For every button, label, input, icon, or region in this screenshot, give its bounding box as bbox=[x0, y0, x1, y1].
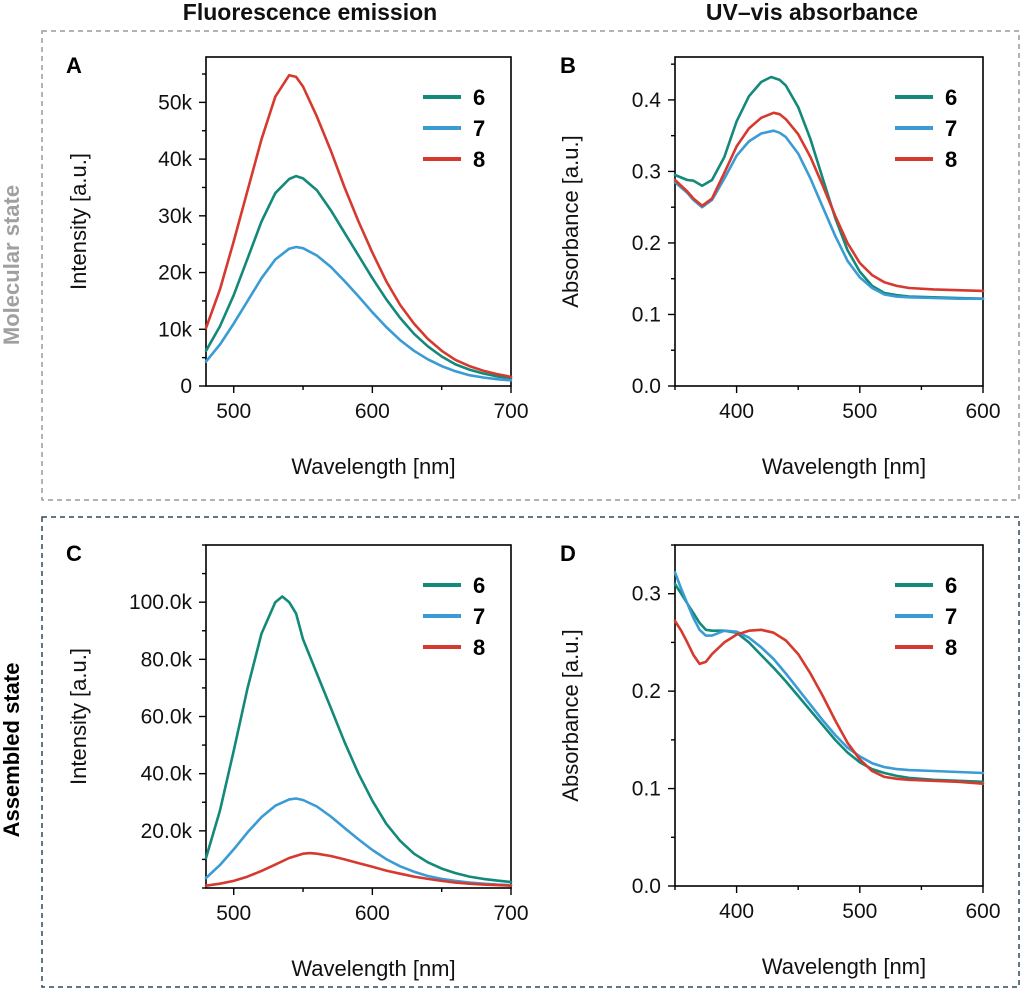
column-header-uvvis: UV–vis absorbance bbox=[706, 0, 918, 25]
plot-frame bbox=[205, 544, 512, 889]
series-line-8 bbox=[204, 851, 513, 888]
y-tick-label: 80.0k bbox=[141, 648, 193, 671]
y-axis-label: Intensity [a.u.] bbox=[66, 648, 91, 785]
y-tick-label: 0.0 bbox=[632, 875, 661, 898]
molecular-state-frame bbox=[41, 30, 1020, 501]
y-tick-label: 100.0k bbox=[129, 591, 193, 614]
legend-label-7: 7 bbox=[945, 116, 957, 141]
x-tick-label: 700 bbox=[493, 400, 528, 423]
x-tick-label: 400 bbox=[719, 900, 754, 923]
x-tick-label: 600 bbox=[965, 900, 1000, 923]
y-axis-label: Absorbance [a.u.] bbox=[558, 629, 583, 801]
y-tick-label: 10k bbox=[158, 318, 192, 341]
panel-label-d: D bbox=[560, 541, 576, 566]
x-tick-label: 500 bbox=[216, 400, 251, 423]
plot-frame bbox=[205, 56, 512, 387]
column-header-fluorescence: Fluorescence emission bbox=[183, 0, 437, 25]
panel-label-c: C bbox=[66, 541, 82, 566]
y-tick-label: 40.0k bbox=[141, 763, 193, 786]
y-tick-label: 0 bbox=[180, 375, 192, 398]
chart-panels: 500 600 700 0 10k 20k 30k 40k 50k Wavelength [nm]… bbox=[66, 53, 1001, 981]
y-tick-label: 20k bbox=[158, 262, 192, 285]
y-tick-label: 20.0k bbox=[141, 820, 193, 843]
x-tick-label: 600 bbox=[355, 400, 390, 423]
legend-label-7: 7 bbox=[473, 116, 485, 141]
series-line-6 bbox=[204, 174, 513, 380]
legend-label-6: 6 bbox=[945, 573, 957, 598]
series-line-6 bbox=[673, 75, 985, 301]
panel-label-a: A bbox=[66, 53, 82, 78]
y-tick-label: 0.1 bbox=[632, 778, 661, 801]
y-axis-label: Intensity [a.u.] bbox=[66, 153, 91, 290]
x-tick-label: 500 bbox=[842, 400, 877, 423]
plot-frame bbox=[674, 56, 984, 387]
y-tick-label: 50k bbox=[158, 91, 192, 114]
legend-label-8: 8 bbox=[945, 147, 957, 172]
y-axis-label: Absorbance [a.u.] bbox=[558, 135, 583, 307]
x-axis-label: Wavelength [nm] bbox=[762, 954, 926, 979]
y-tick-label: 0.2 bbox=[632, 232, 661, 255]
y-tick-label: 60.0k bbox=[141, 706, 193, 729]
y-tick-label: 0.3 bbox=[632, 583, 661, 606]
legend-label-8: 8 bbox=[945, 635, 957, 660]
legend-label-7: 7 bbox=[473, 604, 485, 629]
y-tick-label: 0.4 bbox=[632, 89, 662, 112]
chart-panel-c: 500 600 700 20.0k 40.0k 60.0k 80.0k 100.0k Wavel… bbox=[66, 541, 529, 981]
assembled-state-frame bbox=[41, 516, 1020, 988]
x-axis-label: Wavelength [nm] bbox=[291, 454, 455, 479]
legend-label-8: 8 bbox=[473, 147, 485, 172]
plot-frame bbox=[674, 544, 984, 887]
row-label-assembled: Assembled state bbox=[0, 663, 24, 838]
chart-panel-b: 400 500 600 0.0 0.1 0.2 0.3 0.4 Wavelength [nm] A… bbox=[558, 53, 1001, 479]
x-tick-label: 500 bbox=[842, 900, 877, 923]
chart-panel-a: 500 600 700 0 10k 20k 30k 40k 50k Wavelength [nm]… bbox=[66, 53, 529, 479]
panel-label-b: B bbox=[560, 53, 576, 78]
series-line-6 bbox=[204, 595, 513, 884]
legend-label-6: 6 bbox=[945, 85, 957, 110]
x-axis-label: Wavelength [nm] bbox=[762, 454, 926, 479]
x-tick-label: 400 bbox=[719, 400, 754, 423]
series-line-6 bbox=[673, 582, 985, 784]
series-line-7 bbox=[673, 129, 985, 301]
x-axis-label: Wavelength [nm] bbox=[291, 956, 455, 981]
x-tick-label: 600 bbox=[965, 400, 1000, 423]
series-line-7 bbox=[673, 570, 985, 775]
y-tick-label: 0.1 bbox=[632, 303, 661, 326]
legend-label-7: 7 bbox=[945, 604, 957, 629]
y-tick-label: 40k bbox=[158, 148, 192, 171]
x-tick-label: 700 bbox=[493, 902, 528, 925]
y-tick-label: 0.0 bbox=[632, 375, 661, 398]
series-line-8 bbox=[204, 73, 513, 379]
row-label-molecular: Molecular state bbox=[0, 185, 24, 345]
series-line-7 bbox=[204, 797, 513, 887]
x-tick-label: 500 bbox=[216, 902, 251, 925]
x-tick-label: 600 bbox=[355, 902, 390, 925]
legend-label-6: 6 bbox=[473, 573, 485, 598]
series-line-7 bbox=[204, 245, 513, 382]
y-tick-label: 30k bbox=[158, 205, 192, 228]
series-line-8 bbox=[673, 619, 985, 786]
series-line-8 bbox=[673, 111, 985, 293]
legend-label-8: 8 bbox=[473, 635, 485, 660]
legend-label-6: 6 bbox=[473, 85, 485, 110]
y-tick-label: 0.3 bbox=[632, 160, 661, 183]
chart-panel-d: 400 500 600 0.0 0.1 0.2 0.3 Wavelength [nm] Abso… bbox=[558, 541, 1001, 979]
y-tick-label: 0.2 bbox=[632, 680, 661, 703]
